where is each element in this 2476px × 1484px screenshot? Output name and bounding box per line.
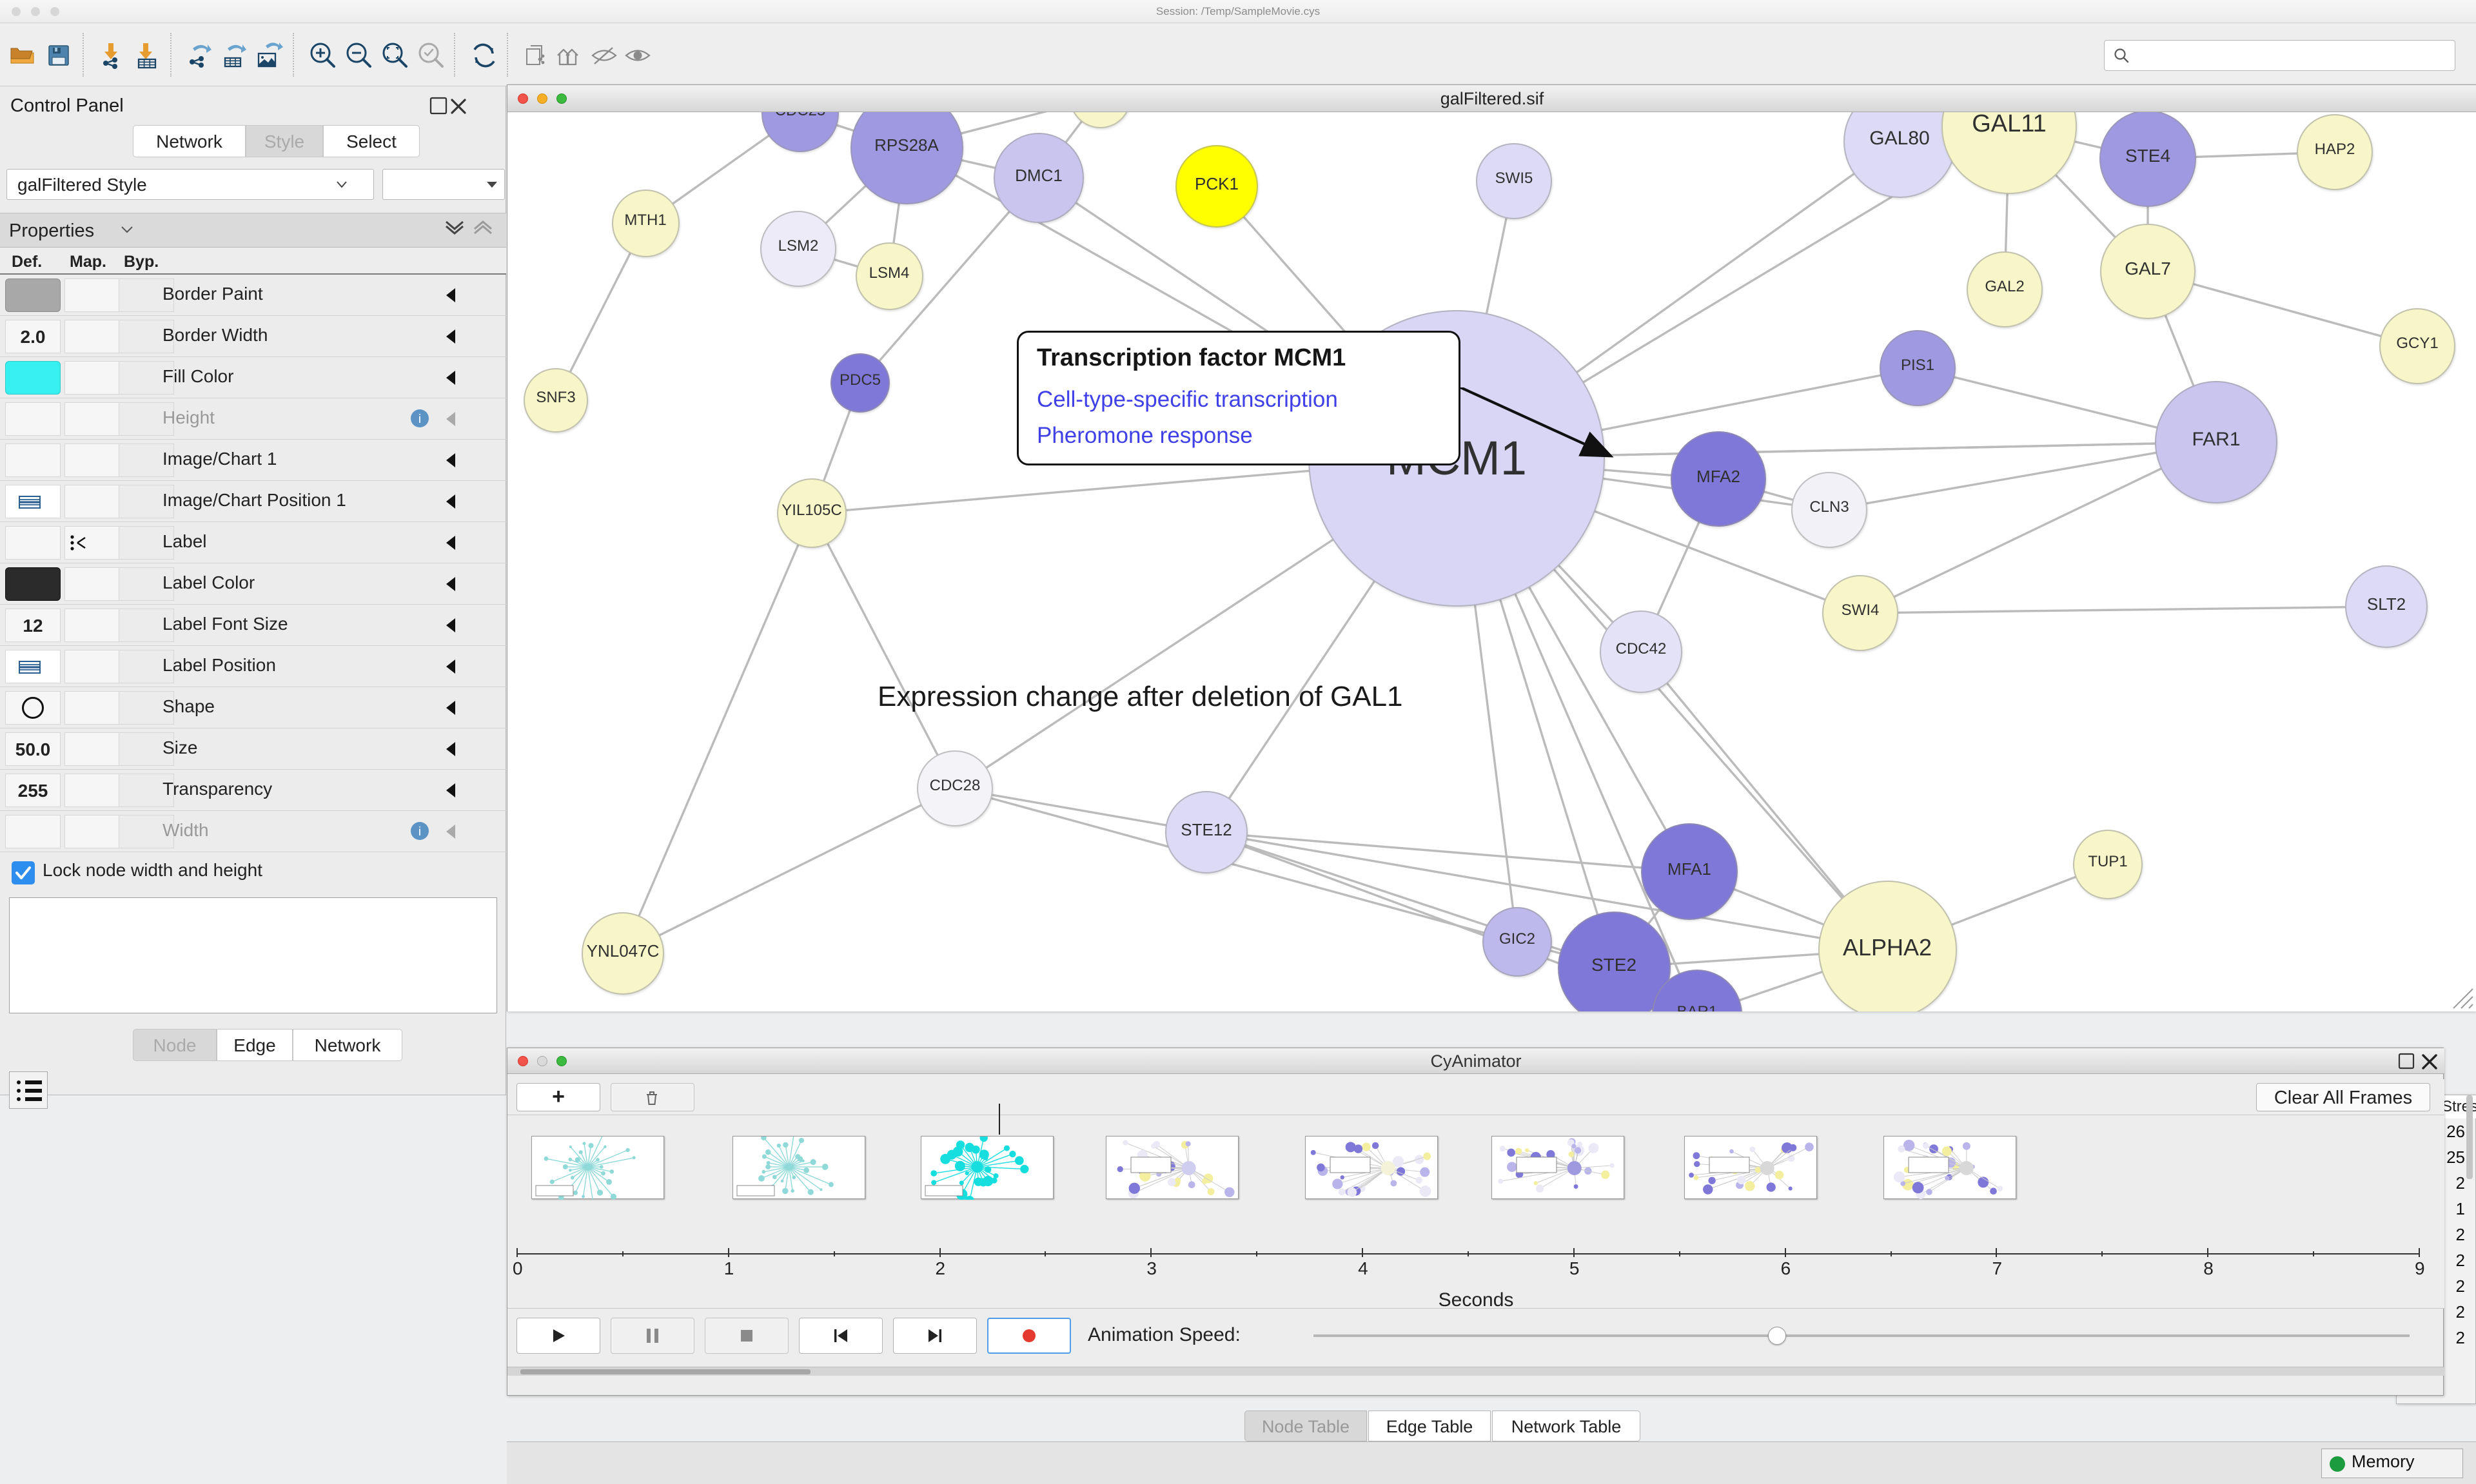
svg-text:i: i [418,413,421,426]
svg-text:i: i [418,825,421,839]
